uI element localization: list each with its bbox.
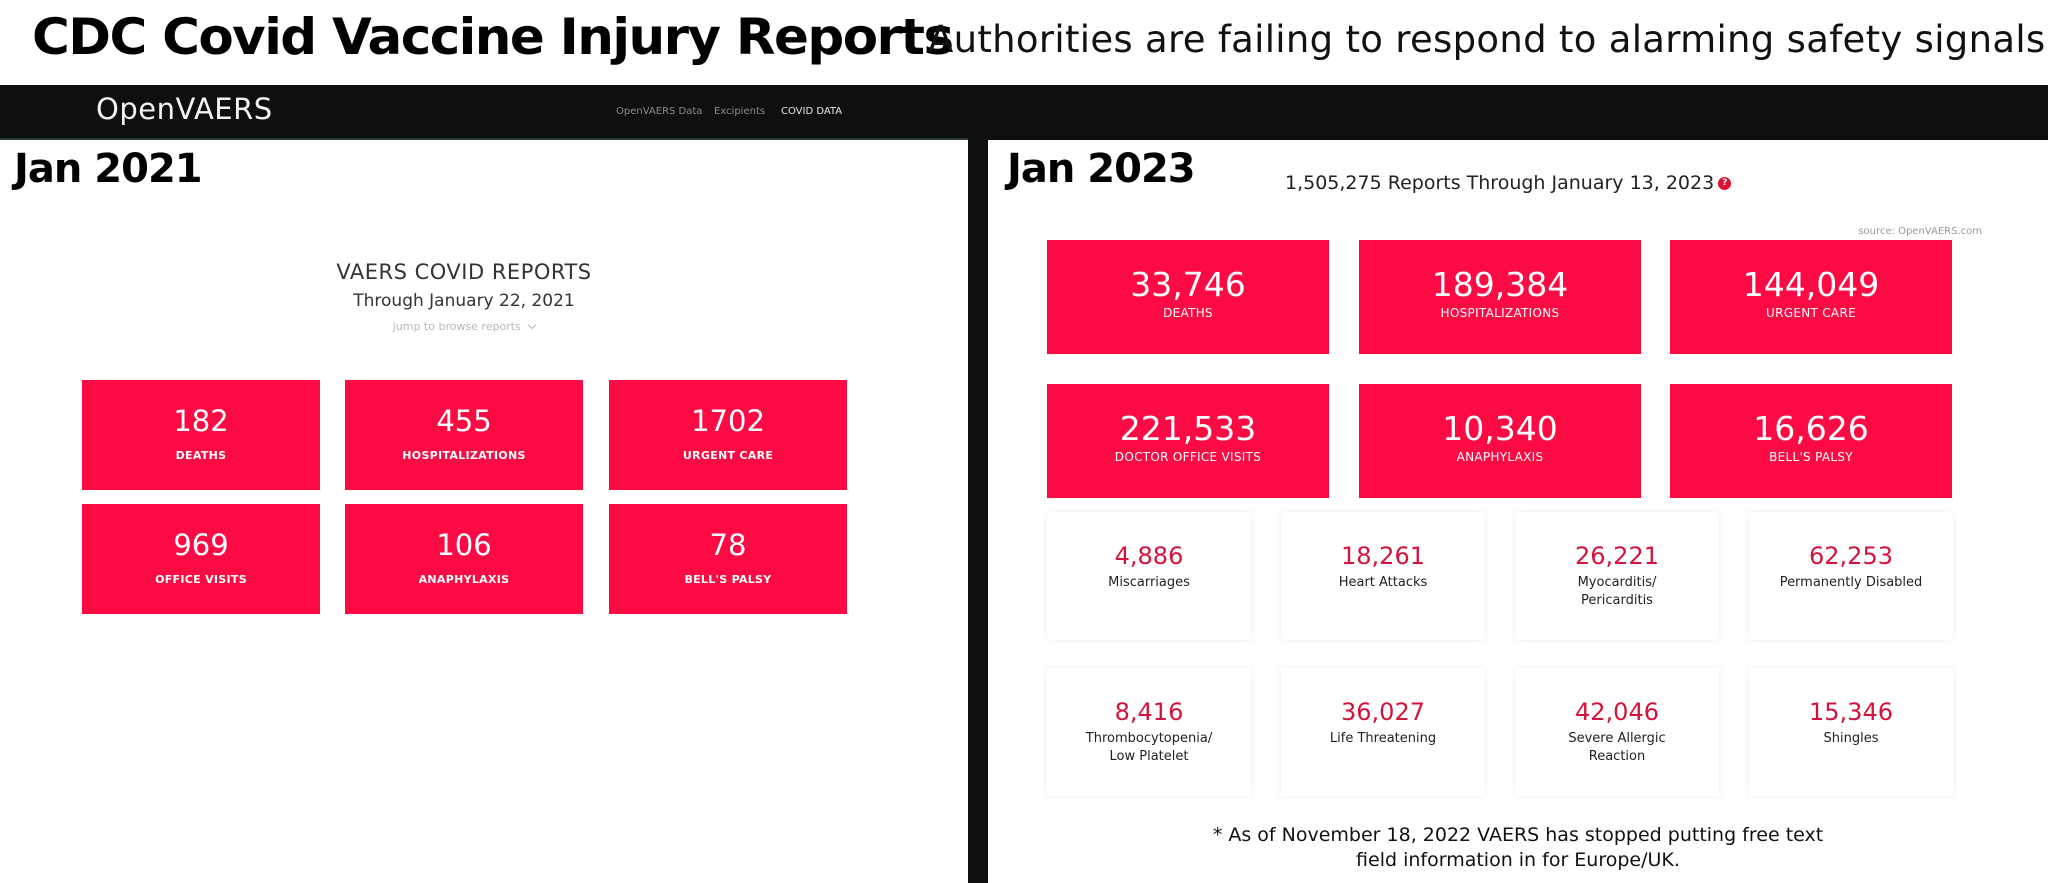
stat-value: 969 <box>173 528 229 562</box>
nav-link-excipients[interactable]: Excipients <box>714 106 766 117</box>
stat-value: 16,626 <box>1753 409 1869 448</box>
reports-count-text: 1,505,275 Reports Through January 13, 20… <box>1285 172 1715 194</box>
jump-link-label: jump to browse reports <box>392 320 521 333</box>
card-life-threatening: 36,027 Life Threatening <box>1281 668 1485 796</box>
stat-label: DEATHS <box>1163 306 1213 320</box>
stat-label: URGENT CARE <box>1766 306 1856 320</box>
stat-value: 221,533 <box>1119 409 1257 448</box>
right-stat-deaths: 33,746 DEATHS <box>1047 240 1329 354</box>
stat-value: 106 <box>436 528 492 562</box>
era-label-right: Jan 2023 <box>1007 146 1196 192</box>
stat-label: BELL'S PALSY <box>684 573 772 586</box>
card-myocarditis: 26,221 Myocarditis/ Pericarditis <box>1515 512 1719 640</box>
card-value: 15,346 <box>1809 698 1893 726</box>
chevron-down-icon <box>528 320 537 330</box>
nav-link-covid-data[interactable]: COVID DATA <box>781 106 843 117</box>
stat-value: 455 <box>436 404 492 438</box>
nav-link-openvaers-data[interactable]: OpenVAERS Data <box>616 106 703 117</box>
right-stat-bells-palsy: 16,626 BELL'S PALSY <box>1670 384 1952 498</box>
card-permanently-disabled: 62,253 Permanently Disabled <box>1749 512 1953 640</box>
panel-divider <box>968 140 988 883</box>
left-report-subtitle: Through January 22, 2021 <box>353 291 575 311</box>
card-value: 18,261 <box>1341 542 1425 570</box>
card-value: 42,046 <box>1575 698 1659 726</box>
stat-label: BELL'S PALSY <box>1769 450 1853 464</box>
card-label: Life Threatening <box>1329 731 1437 746</box>
left-stat-anaphylaxis: 106 ANAPHYLAXIS <box>345 504 583 614</box>
era-label-left: Jan 2021 <box>14 146 203 192</box>
left-stat-deaths: 182 DEATHS <box>82 380 320 490</box>
card-label: Miscarriages <box>1108 575 1190 590</box>
stat-value: 144,049 <box>1742 265 1880 304</box>
headline: CDC Covid Vaccine Injury Reports <box>32 8 954 66</box>
source-credit: source: OpenVAERS.com <box>1858 226 1982 237</box>
card-miscarriages: 4,886 Miscarriages <box>1047 512 1251 640</box>
card-severe-allergic-reaction: 42,046 Severe Allergic Reaction <box>1515 668 1719 796</box>
navbar-underline <box>0 138 968 141</box>
card-label: Thrombocytopenia/ Low Platelet <box>1085 731 1213 764</box>
top-banner: CDC Covid Vaccine Injury Reports Authori… <box>0 0 2048 85</box>
subheadline: Authorities are failing to respond to al… <box>928 18 2048 61</box>
right-stat-urgent-care: 144,049 URGENT CARE <box>1670 240 1952 354</box>
stat-label: DEATHS <box>175 449 227 462</box>
right-stat-hospitalizations: 189,384 HOSPITALIZATIONS <box>1359 240 1641 354</box>
reports-count: 1,505,275 Reports Through January 13, 20… <box>1285 172 1732 194</box>
card-thrombocytopenia: 8,416 Thrombocytopenia/ Low Platelet <box>1047 668 1251 796</box>
stat-label: HOSPITALIZATIONS <box>1440 306 1560 320</box>
right-stat-anaphylaxis: 10,340 ANAPHYLAXIS <box>1359 384 1641 498</box>
stat-label: OFFICE VISITS <box>155 573 247 586</box>
stat-value: 189,384 <box>1431 265 1569 304</box>
stat-label: ANAPHYLAXIS <box>418 573 510 586</box>
left-panel-jan-2021: Jan 2021 VAERS COVID REPORTS Through Jan… <box>0 140 968 883</box>
stat-label: DOCTOR OFFICE VISITS <box>1114 450 1262 464</box>
stat-value: 1702 <box>691 404 765 438</box>
left-stat-urgent-care: 1702 URGENT CARE <box>609 380 847 490</box>
right-stat-doctor-office-visits: 221,533 DOCTOR OFFICE VISITS <box>1047 384 1329 498</box>
stat-label: HOSPITALIZATIONS <box>402 449 526 462</box>
left-report-title: VAERS COVID REPORTS <box>336 260 592 284</box>
stat-label: URGENT CARE <box>682 449 774 462</box>
card-label: Shingles <box>1823 731 1879 746</box>
stat-value: 78 <box>709 528 747 562</box>
card-label: Heart Attacks <box>1338 575 1428 590</box>
stat-value: 182 <box>173 404 229 438</box>
site-navbar <box>0 85 2048 140</box>
footnote: * As of November 18, 2022 VAERS has stop… <box>1212 824 1824 871</box>
card-label: Myocarditis/ Pericarditis <box>1577 575 1657 608</box>
jump-to-browse-link[interactable]: jump to browse reports <box>0 320 928 333</box>
stat-label: ANAPHYLAXIS <box>1456 450 1544 464</box>
card-value: 8,416 <box>1114 698 1184 726</box>
card-label: Permanently Disabled <box>1779 575 1923 590</box>
card-heart-attacks: 18,261 Heart Attacks <box>1281 512 1485 640</box>
card-shingles: 15,346 Shingles <box>1749 668 1953 796</box>
left-stat-office-visits: 969 OFFICE VISITS <box>82 504 320 614</box>
stat-value: 10,340 <box>1442 409 1558 448</box>
card-value: 36,027 <box>1341 698 1425 726</box>
left-stat-bells-palsy: 78 BELL'S PALSY <box>609 504 847 614</box>
right-panel-jan-2023: Jan 2023 1,505,275 Reports Through Janua… <box>988 140 2048 883</box>
brand-logo[interactable]: OpenVAERS <box>96 92 273 126</box>
left-stat-hospitalizations: 455 HOSPITALIZATIONS <box>345 380 583 490</box>
card-value: 4,886 <box>1114 542 1184 570</box>
card-value: 62,253 <box>1809 542 1893 570</box>
help-icon[interactable]: ? <box>1718 177 1732 190</box>
card-value: 26,221 <box>1575 542 1659 570</box>
stat-value: 33,746 <box>1130 265 1246 304</box>
card-label: Severe Allergic Reaction <box>1568 731 1666 764</box>
